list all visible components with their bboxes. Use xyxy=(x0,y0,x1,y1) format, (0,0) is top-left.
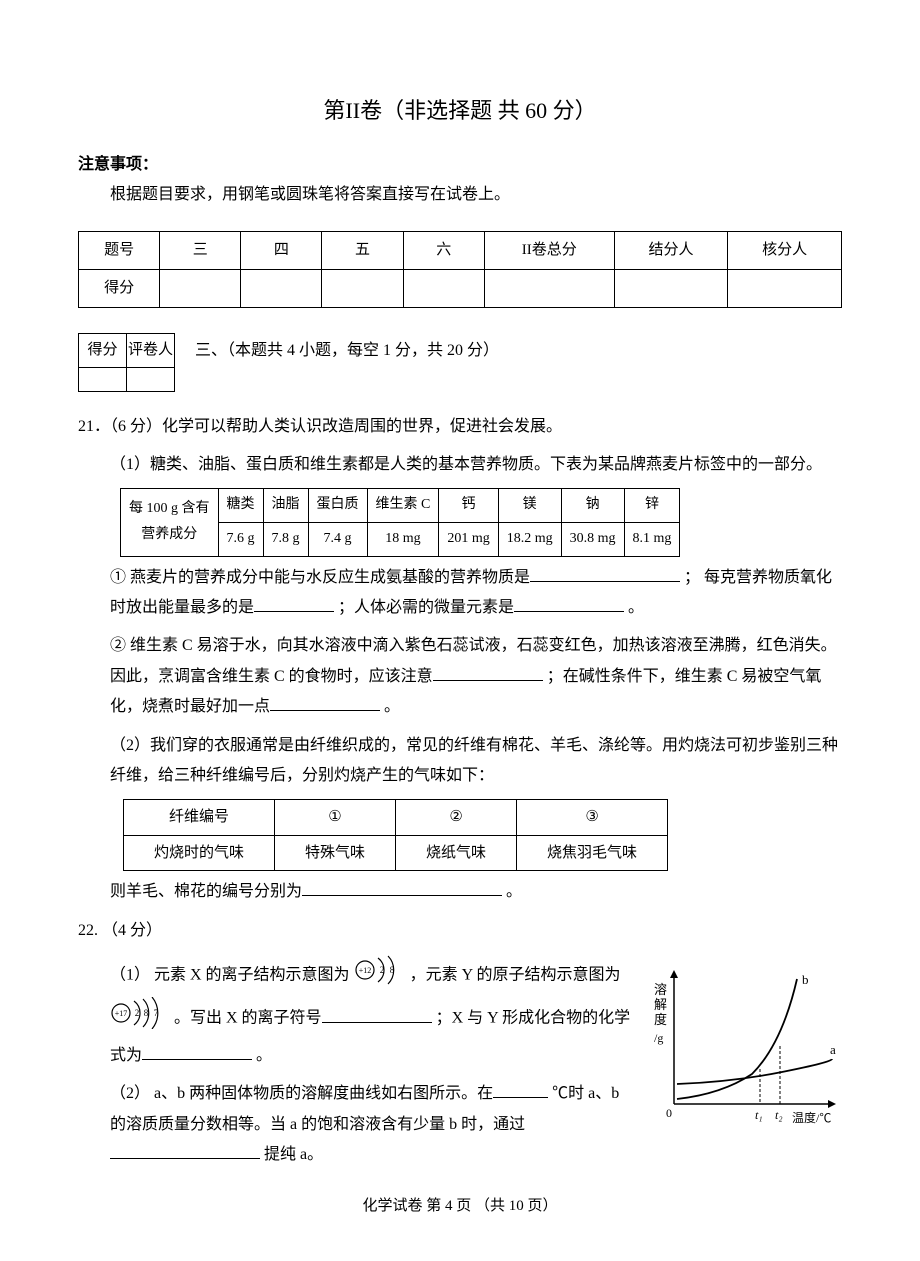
svg-text:a: a xyxy=(830,1042,836,1057)
q22-label: 22. （4 分） xyxy=(78,916,842,946)
blank-input[interactable] xyxy=(322,1007,432,1023)
svg-text:8: 8 xyxy=(389,965,394,975)
svg-text:解: 解 xyxy=(654,997,667,1012)
svg-text:2: 2 xyxy=(379,965,384,975)
row-label: 得分 xyxy=(79,269,160,307)
q21-s3: 则羊毛、棉花的编号分别为 。 xyxy=(78,877,842,907)
svg-text:7: 7 xyxy=(154,1008,159,1018)
nutri-col: 钠 xyxy=(561,489,624,523)
nutri-col: 镁 xyxy=(498,489,561,523)
svg-text:/g: /g xyxy=(654,1031,663,1045)
fiber-cell: ③ xyxy=(517,800,668,836)
q21-label: 21．（6 分）化学可以帮助人类认识改造周围的世界，促进社会发展。 xyxy=(78,412,842,442)
table-row: 得分 xyxy=(79,269,842,307)
fiber-cell: 灼烧时的气味 xyxy=(124,835,275,871)
col-header: 三 xyxy=(160,231,241,269)
blank-input[interactable] xyxy=(433,665,543,681)
q21-p1: （1）糖类、油脂、蛋白质和维生素都是人类的基本营养物质。下表为某品牌燕麦片标签中… xyxy=(78,450,842,480)
nutri-col: 油脂 xyxy=(263,489,308,523)
svg-text:度: 度 xyxy=(654,1012,667,1027)
blank-input[interactable] xyxy=(493,1082,548,1098)
cell-blank[interactable] xyxy=(403,269,484,307)
nutri-val: 7.4 g xyxy=(308,522,367,556)
svg-text:t₂: t₂ xyxy=(775,1108,783,1122)
nutri-val: 7.8 g xyxy=(263,522,308,556)
nutrition-table: 每 100 g 含有营养成分 糖类 油脂 蛋白质 维生素 C 钙 镁 钠 锌 7… xyxy=(120,488,680,556)
svg-text:t₁: t₁ xyxy=(755,1108,763,1122)
grader-table: 得分评卷人 xyxy=(78,333,175,392)
q21-p2: （2）我们穿的衣服通常是由纤维织成的，常见的纤维有棉花、羊毛、涤纶等。用灼烧法可… xyxy=(78,731,842,792)
svg-text:b: b xyxy=(802,972,809,987)
mini-b: 评卷人 xyxy=(127,333,175,367)
nutri-val: 18 mg xyxy=(367,522,439,556)
nutri-col: 糖类 xyxy=(218,489,263,523)
nutri-col: 锌 xyxy=(624,489,680,523)
blank-input[interactable] xyxy=(110,1143,260,1159)
cell-blank[interactable] xyxy=(160,269,241,307)
fiber-table: 纤维编号 ① ② ③ 灼烧时的气味 特殊气味 烧纸气味 烧焦羽毛气味 xyxy=(123,799,668,871)
blank-input[interactable] xyxy=(530,566,680,582)
svg-text:温度/℃: 温度/℃ xyxy=(792,1110,831,1125)
q21-s1: ① 燕麦片的营养成分中能与水反应生成氨基酸的营养物质是 ； 每克营养物质氧化时放… xyxy=(78,563,842,624)
ion-diagram-x: +12 2 8 xyxy=(354,954,406,997)
cell-blank[interactable] xyxy=(322,269,403,307)
col-header: 六 xyxy=(403,231,484,269)
blank-input[interactable] xyxy=(254,596,334,612)
cell-blank[interactable] xyxy=(241,269,322,307)
ion-diagram-y: +17 2 8 7 xyxy=(110,997,170,1040)
mini-a: 得分 xyxy=(79,333,127,367)
table-row: 灼烧时的气味 特殊气味 烧纸气味 烧焦羽毛气味 xyxy=(124,835,668,871)
col-header: 四 xyxy=(241,231,322,269)
fiber-cell: 烧焦羽毛气味 xyxy=(517,835,668,871)
q21-s2: ② 维生素 C 易溶于水，向其水溶液中滴入紫色石蕊试液，石蕊变红色，加热该溶液至… xyxy=(78,631,842,722)
blank-input[interactable] xyxy=(514,596,624,612)
svg-text:8: 8 xyxy=(144,1008,149,1018)
col-header: 五 xyxy=(322,231,403,269)
nutri-col: 蛋白质 xyxy=(308,489,367,523)
nutri-val: 7.6 g xyxy=(218,522,263,556)
col-header: 题号 xyxy=(79,231,160,269)
score-header-table: 题号 三 四 五 六 II卷总分 结分人 核分人 得分 xyxy=(78,231,842,308)
table-row: 题号 三 四 五 六 II卷总分 结分人 核分人 xyxy=(79,231,842,269)
nutri-rowheader: 每 100 g 含有营养成分 xyxy=(121,489,219,556)
solubility-chart: 溶 解 度 /g 0 温度/℃ a b t₁ t₂ xyxy=(642,964,842,1134)
nutri-val: 30.8 mg xyxy=(561,522,624,556)
col-header: 核分人 xyxy=(728,231,842,269)
table-row: 每 100 g 含有营养成分 糖类 油脂 蛋白质 维生素 C 钙 镁 钠 锌 xyxy=(121,489,680,523)
q22-p2: （2） a、b 两种固体物质的溶解度曲线如右图所示。在 ℃时 a、b 的溶质质量… xyxy=(78,1079,632,1170)
nutri-col: 钙 xyxy=(439,489,498,523)
fiber-cell: 烧纸气味 xyxy=(396,835,517,871)
cell-blank[interactable] xyxy=(614,269,728,307)
cell-blank[interactable] xyxy=(484,269,614,307)
cell-blank[interactable] xyxy=(728,269,842,307)
svg-text:0: 0 xyxy=(666,1106,672,1120)
nutri-col: 维生素 C xyxy=(367,489,439,523)
svg-text:+17: +17 xyxy=(115,1009,128,1018)
section-three-heading: 三、（本题共 4 小题，每空 1 分，共 20 分） xyxy=(195,342,499,359)
page-footer: 化学试卷 第 4 页 （共 10 页） xyxy=(78,1192,842,1221)
fiber-cell: ② xyxy=(396,800,517,836)
cell-blank[interactable] xyxy=(127,367,175,391)
notice-text: 根据题目要求，用钢笔或圆珠笔将答案直接写在试卷上。 xyxy=(78,180,842,210)
nutri-val: 8.1 mg xyxy=(624,522,680,556)
table-row: 纤维编号 ① ② ③ xyxy=(124,800,668,836)
fiber-cell: ① xyxy=(275,800,396,836)
blank-input[interactable] xyxy=(302,880,502,896)
col-header: II卷总分 xyxy=(484,231,614,269)
col-header: 结分人 xyxy=(614,231,728,269)
blank-input[interactable] xyxy=(142,1044,252,1060)
fiber-cell: 特殊气味 xyxy=(275,835,396,871)
nutri-val: 18.2 mg xyxy=(498,522,561,556)
fiber-cell: 纤维编号 xyxy=(124,800,275,836)
page-title: 第II卷（非选择题 共 60 分） xyxy=(78,90,842,132)
blank-input[interactable] xyxy=(270,695,380,711)
svg-text:2: 2 xyxy=(135,1008,140,1018)
svg-text:+12: +12 xyxy=(358,966,371,975)
q22-p1: （1） 元素 X 的离子结构示意图为 +12 2 8 ，元素 Y 的原子结构示意… xyxy=(78,954,632,1071)
notice-label: 注意事项： xyxy=(78,150,842,180)
nutri-val: 201 mg xyxy=(439,522,498,556)
svg-text:溶: 溶 xyxy=(654,982,667,997)
cell-blank[interactable] xyxy=(79,367,127,391)
